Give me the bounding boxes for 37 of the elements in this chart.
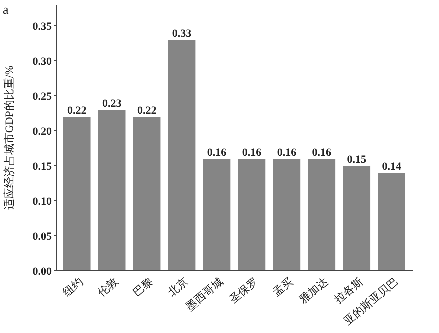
x-tick-label: 雅加达 xyxy=(297,275,331,307)
y-tick-label: 0.10 xyxy=(32,196,52,208)
data-label: 0.16 xyxy=(242,147,262,159)
x-tick-label: 纽约 xyxy=(61,276,86,300)
bar xyxy=(168,40,196,271)
data-label: 0.16 xyxy=(207,147,228,159)
y-tick-label: 0.30 xyxy=(32,56,52,68)
x-tick-label: 伦敦 xyxy=(96,275,121,300)
y-axis-title: 适应经济占城市GDP的比重/% xyxy=(3,66,16,210)
data-label: 0.33 xyxy=(172,28,192,40)
y-tick-label: 0.20 xyxy=(32,126,52,138)
bar xyxy=(203,159,231,271)
x-tick-label: 巴黎 xyxy=(131,276,156,300)
x-tick-label: 北京 xyxy=(166,275,191,300)
data-label: 0.16 xyxy=(312,147,332,159)
y-tick-label: 0.15 xyxy=(32,160,52,173)
y-tick-label: 0.05 xyxy=(32,230,52,243)
y-tick-label: 0.25 xyxy=(32,90,52,103)
data-label: 0.14 xyxy=(382,161,402,173)
bar xyxy=(308,159,336,271)
y-tick-label: 0.00 xyxy=(32,266,52,278)
bar xyxy=(63,117,91,271)
data-label: 0.23 xyxy=(102,98,122,110)
y-tick-label: 0.35 xyxy=(32,20,52,33)
bar xyxy=(273,159,301,271)
data-label: 0.16 xyxy=(277,147,298,159)
x-tick-label: 孟买 xyxy=(271,276,296,300)
bar xyxy=(133,117,161,271)
x-tick-label: 圣保罗 xyxy=(228,276,261,307)
data-label: 0.15 xyxy=(347,154,368,166)
bar xyxy=(238,159,266,271)
bar xyxy=(378,173,406,271)
data-label: 0.22 xyxy=(68,105,88,117)
data-label: 0.22 xyxy=(137,105,158,117)
bar xyxy=(343,166,371,271)
chart-title: a xyxy=(3,2,9,17)
bar xyxy=(98,110,126,271)
